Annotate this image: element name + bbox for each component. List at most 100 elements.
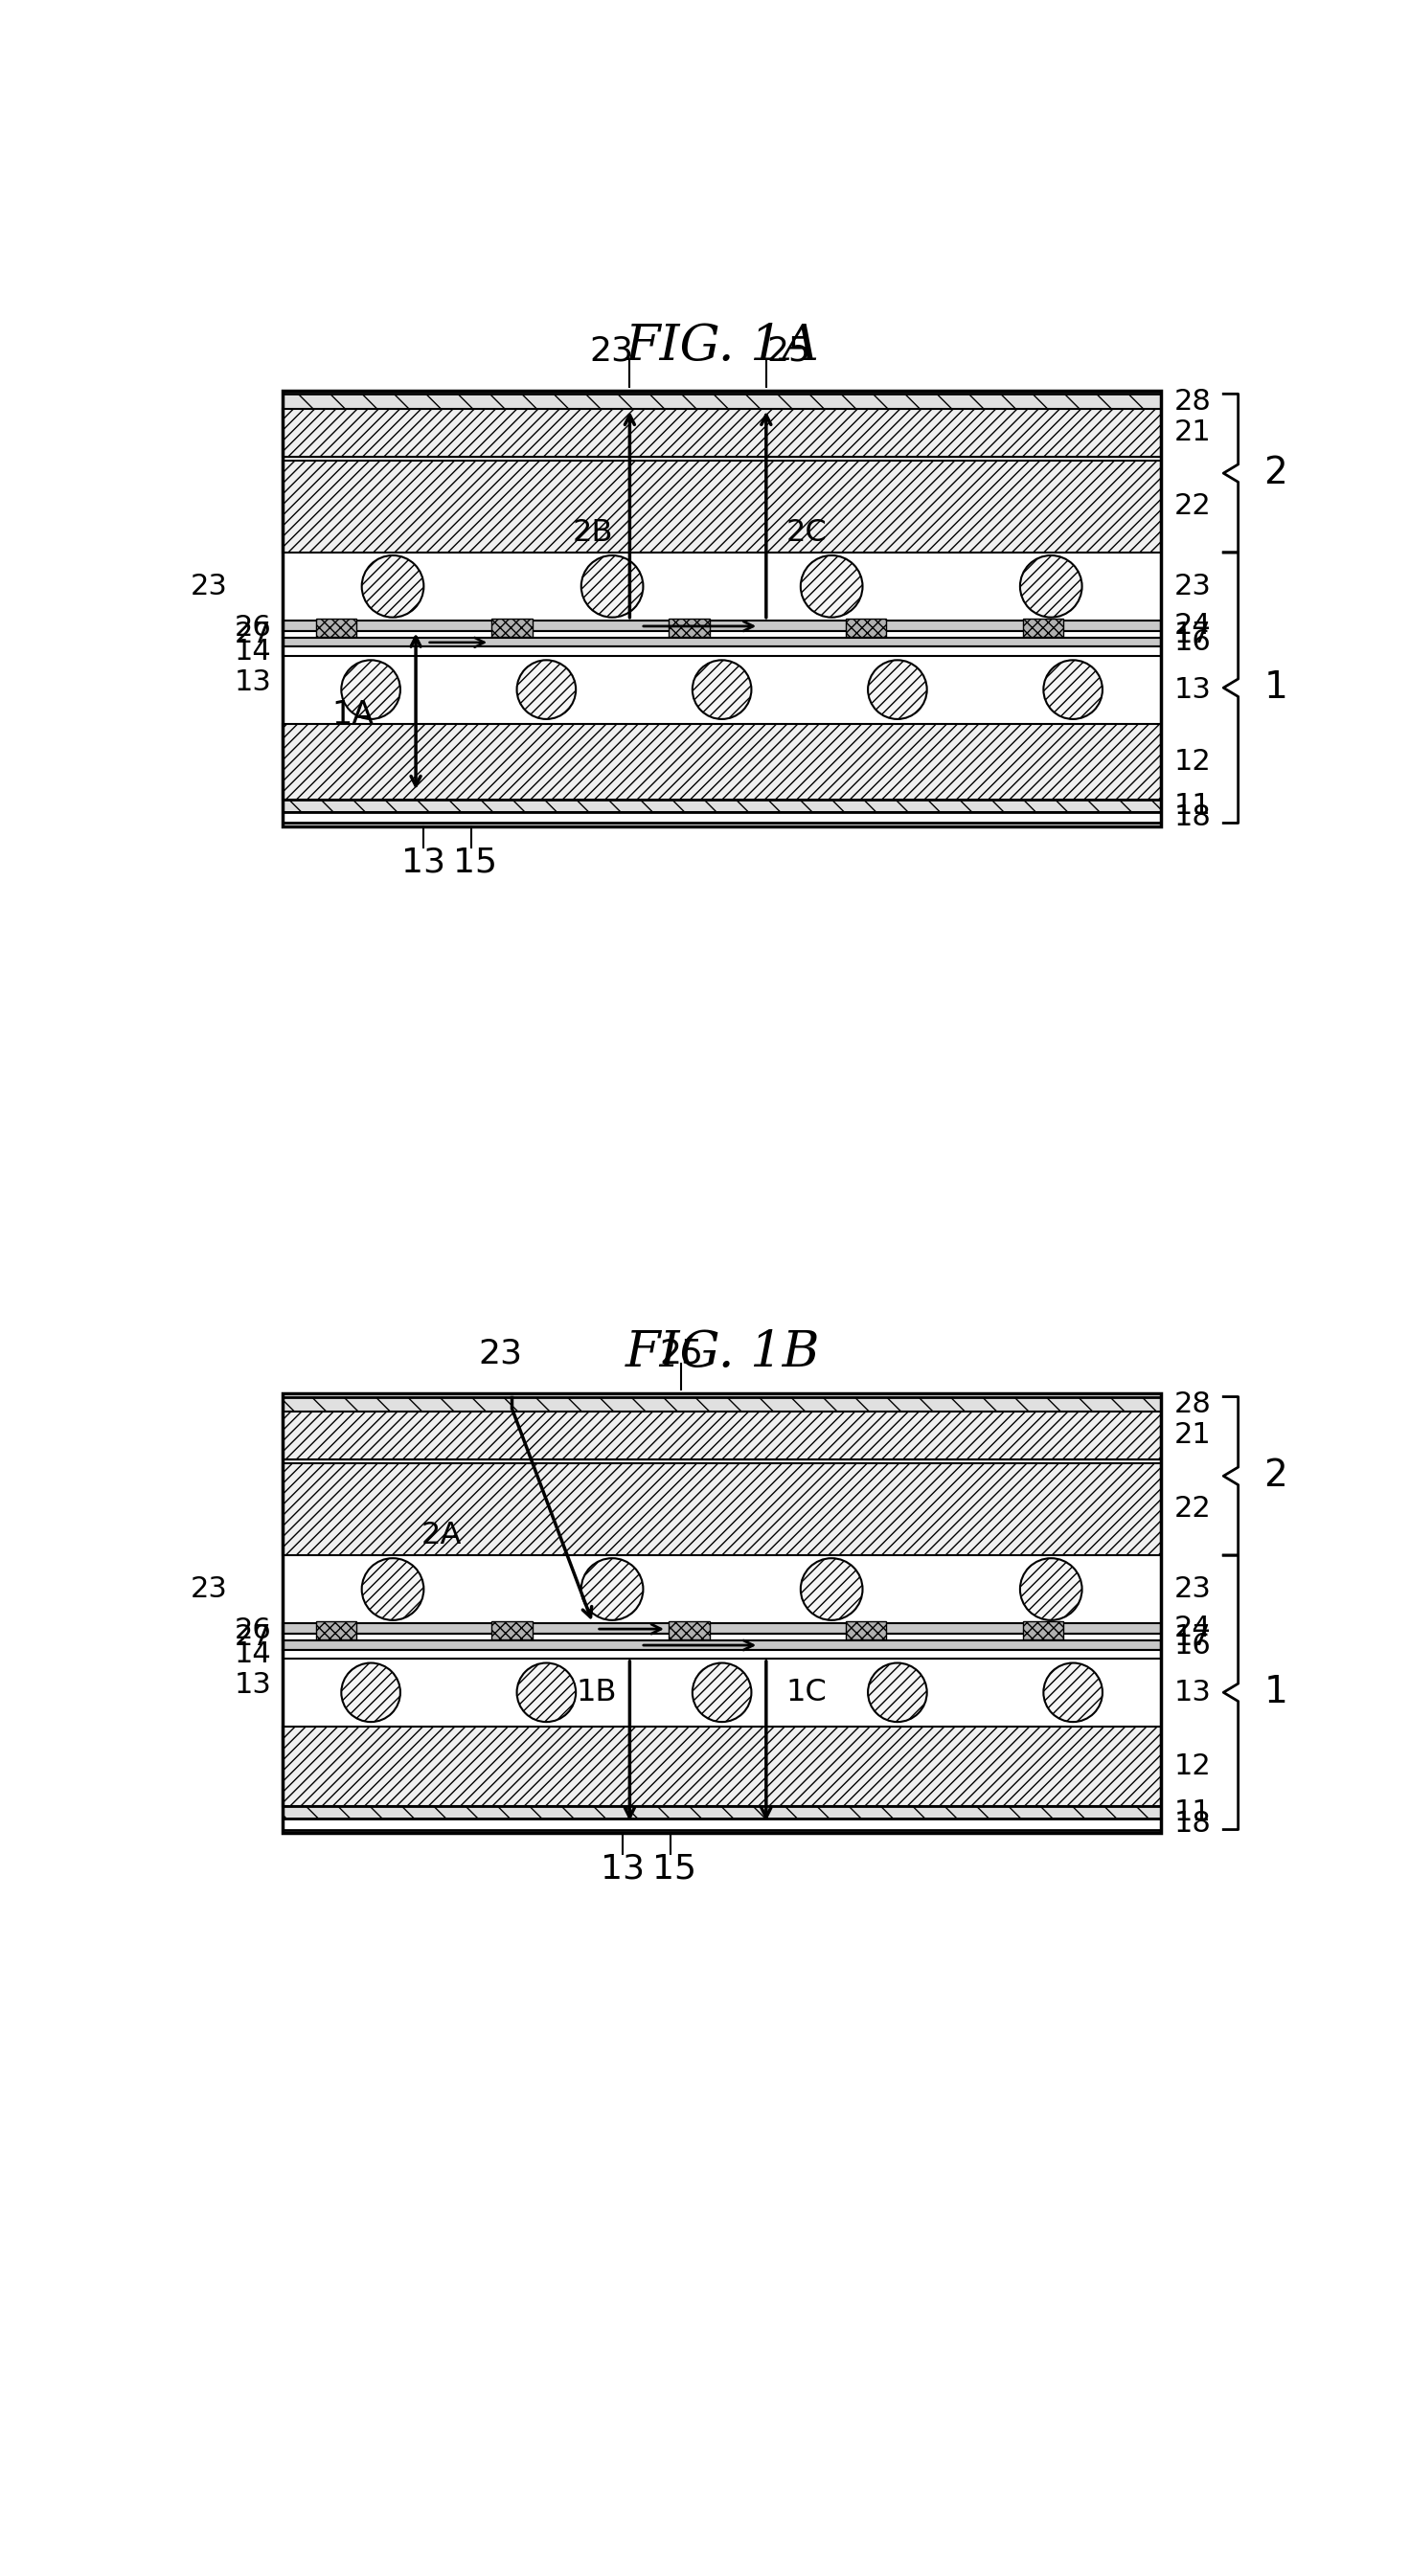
Text: 23: 23: [1175, 1577, 1211, 1602]
Bar: [283, 461, 1160, 551]
Text: 12: 12: [1175, 1752, 1211, 1780]
Text: 13: 13: [1175, 1680, 1211, 1705]
Circle shape: [801, 1558, 863, 1620]
Text: 22: 22: [1175, 1494, 1211, 1522]
Circle shape: [1019, 556, 1081, 618]
Bar: [283, 724, 1160, 799]
Circle shape: [1043, 1664, 1103, 1721]
Text: 21: 21: [1175, 420, 1211, 446]
Circle shape: [341, 1664, 400, 1721]
Text: 28: 28: [1175, 386, 1211, 415]
Bar: [283, 631, 1160, 639]
Bar: [1022, 618, 1063, 636]
Text: 15: 15: [453, 845, 496, 878]
Bar: [492, 618, 533, 636]
Bar: [283, 1396, 1160, 1412]
Circle shape: [692, 1664, 752, 1721]
Bar: [283, 1641, 1160, 1649]
Text: 22: 22: [1175, 492, 1211, 520]
Circle shape: [1019, 1558, 1081, 1620]
Text: 2C: 2C: [787, 518, 828, 549]
Text: 21: 21: [1175, 1422, 1211, 1450]
Bar: [283, 1726, 1160, 1806]
Bar: [283, 1633, 1160, 1641]
Text: 12: 12: [1175, 747, 1211, 775]
Text: 11: 11: [1175, 1798, 1211, 1826]
Text: 16: 16: [1175, 1631, 1211, 1659]
Text: 1B: 1B: [577, 1677, 616, 1708]
Text: 1: 1: [1263, 1674, 1287, 1710]
Text: 11: 11: [1175, 791, 1211, 819]
Bar: [283, 621, 1160, 631]
Text: 23: 23: [190, 572, 228, 600]
Bar: [283, 1819, 1160, 1829]
Text: 27: 27: [235, 621, 272, 649]
Text: 2: 2: [1263, 456, 1287, 492]
Text: FIG. 1B: FIG. 1B: [625, 1329, 821, 1378]
Text: 25: 25: [766, 335, 811, 368]
Bar: [283, 1806, 1160, 1819]
Text: 13: 13: [234, 1672, 272, 1700]
Text: 1A: 1A: [331, 698, 374, 732]
Text: 18: 18: [1175, 1811, 1211, 1837]
Text: 13: 13: [1175, 675, 1211, 703]
Circle shape: [517, 1664, 575, 1721]
Circle shape: [692, 659, 752, 719]
Bar: [283, 389, 1160, 827]
Circle shape: [362, 556, 424, 618]
Bar: [283, 639, 1160, 647]
Bar: [283, 1463, 1160, 1556]
Text: 23: 23: [190, 1577, 228, 1602]
Text: 13: 13: [400, 845, 446, 878]
Text: 2: 2: [1263, 1458, 1287, 1494]
Bar: [283, 456, 1160, 461]
Text: 27: 27: [235, 1623, 272, 1651]
Circle shape: [362, 1558, 424, 1620]
Circle shape: [869, 1664, 926, 1721]
Bar: [846, 1623, 887, 1638]
Text: 13: 13: [601, 1852, 644, 1886]
Bar: [846, 618, 887, 636]
Circle shape: [581, 1558, 643, 1620]
Circle shape: [1043, 659, 1103, 719]
Text: 1: 1: [1263, 670, 1287, 706]
Text: 26: 26: [235, 613, 272, 641]
Text: 1C: 1C: [787, 1677, 828, 1708]
Text: 24: 24: [1175, 611, 1211, 639]
Bar: [316, 618, 357, 636]
Text: 17: 17: [1175, 621, 1211, 649]
Circle shape: [869, 659, 926, 719]
Bar: [283, 394, 1160, 410]
Bar: [283, 1623, 1160, 1633]
Bar: [492, 1623, 533, 1638]
Bar: [1022, 1623, 1063, 1638]
Circle shape: [581, 556, 643, 618]
Text: 16: 16: [1175, 629, 1211, 657]
Text: 24: 24: [1175, 1615, 1211, 1641]
Bar: [668, 618, 709, 636]
Text: 26: 26: [235, 1618, 272, 1643]
Bar: [283, 1412, 1160, 1461]
Text: 13: 13: [234, 667, 272, 696]
Text: 23: 23: [478, 1337, 523, 1370]
Text: FIG. 1A: FIG. 1A: [626, 322, 819, 371]
Bar: [283, 811, 1160, 824]
Bar: [316, 1623, 357, 1638]
Text: 23: 23: [589, 335, 633, 368]
Circle shape: [801, 556, 863, 618]
Text: 2A: 2A: [422, 1520, 462, 1551]
Text: 14: 14: [235, 1641, 272, 1669]
Bar: [283, 647, 1160, 657]
Bar: [283, 1649, 1160, 1659]
Text: 18: 18: [1175, 804, 1211, 832]
Text: 17: 17: [1175, 1623, 1211, 1651]
Bar: [283, 1394, 1160, 1834]
Text: 28: 28: [1175, 1391, 1211, 1417]
Text: 2B: 2B: [572, 518, 613, 549]
Circle shape: [341, 659, 400, 719]
Text: 25: 25: [660, 1337, 704, 1370]
Text: 15: 15: [651, 1852, 697, 1886]
Circle shape: [517, 659, 575, 719]
Bar: [283, 799, 1160, 811]
Text: 23: 23: [1175, 572, 1211, 600]
